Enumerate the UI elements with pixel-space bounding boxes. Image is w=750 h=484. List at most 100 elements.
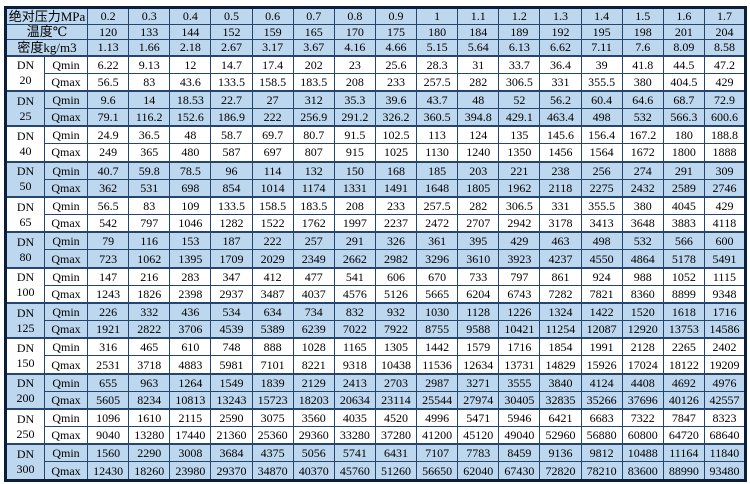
qmax-value-cell: 355.5 bbox=[580, 72, 623, 92]
qmax-value-cell: 52960 bbox=[539, 426, 582, 445]
qmin-row-label-cell: Qmin bbox=[44, 89, 88, 110]
qmin-value-cell: 78.5 bbox=[169, 160, 212, 180]
qmax-value-cell: 68640 bbox=[703, 426, 747, 445]
qmax-value-cell: 14829 bbox=[539, 355, 582, 375]
header-value-cell: 192 bbox=[539, 23, 582, 41]
qmax-value-cell: 10813 bbox=[169, 390, 212, 410]
qmax-value-cell: 20634 bbox=[333, 390, 376, 410]
qmin-value-cell: 202 bbox=[292, 54, 335, 74]
qmax-value-cell: 360.5 bbox=[415, 108, 459, 127]
qmax-value-cell: 331 bbox=[539, 72, 582, 92]
qmax-value-cell: 35266 bbox=[580, 390, 623, 410]
qmax-value-cell: 32835 bbox=[539, 390, 582, 410]
qmax-value-cell: 394.8 bbox=[457, 108, 500, 127]
qmin-value-cell: 4408 bbox=[621, 372, 664, 392]
qmax-value-cell: 8755 bbox=[415, 320, 459, 339]
qmin-value-cell: 832 bbox=[333, 301, 376, 322]
qmin-value-cell: 56.2 bbox=[539, 89, 582, 110]
qmin-value-cell: 4375 bbox=[251, 443, 294, 463]
header-value-cell: 8.09 bbox=[662, 39, 705, 57]
header-value-cell: 1.3 bbox=[539, 7, 582, 25]
qmin-value-cell: 2402 bbox=[703, 337, 747, 357]
qmin-value-cell: 291 bbox=[662, 160, 705, 180]
qmin-value-cell: 2115 bbox=[169, 408, 212, 428]
qmin-value-cell: 274 bbox=[621, 160, 664, 180]
dn-label-cell: DN 65 bbox=[5, 195, 45, 233]
qmin-value-cell: 7322 bbox=[621, 408, 664, 428]
qmax-value-cell: 257.5 bbox=[415, 72, 459, 92]
qmin-value-cell: 257.5 bbox=[415, 195, 459, 216]
qmax-value-cell: 2275 bbox=[580, 178, 623, 198]
dn-20-qmax-row: Qmax 56.5 83 43.6 133.5 158.5 183.5 208 233 257.5… bbox=[6, 72, 747, 92]
qmax-value-cell: 326.2 bbox=[374, 108, 418, 127]
qmin-value-cell: 1115 bbox=[703, 266, 747, 286]
qmin-value-cell: 28.3 bbox=[415, 54, 459, 74]
qmax-value-cell: 67430 bbox=[498, 461, 541, 481]
qmax-value-cell: 429.1 bbox=[498, 108, 541, 127]
qmin-value-cell: 91.5 bbox=[333, 125, 376, 145]
qmin-value-cell: 477 bbox=[292, 266, 335, 286]
qmax-value-cell: 3178 bbox=[539, 214, 582, 233]
qmin-value-cell: 168 bbox=[374, 160, 418, 180]
qmax-value-cell: 697 bbox=[251, 143, 294, 163]
qmin-value-cell: 1991 bbox=[580, 337, 623, 357]
qmin-value-cell: 113 bbox=[415, 125, 459, 145]
header-value-cell: 3.17 bbox=[251, 39, 294, 57]
qmax-row-label-cell: Qmax bbox=[44, 214, 88, 233]
qmin-value-cell: 185 bbox=[415, 160, 459, 180]
qmax-value-cell: 43.6 bbox=[169, 72, 212, 92]
qmax-value-cell: 1350 bbox=[498, 143, 541, 163]
qmin-row-label-cell: Qmin bbox=[44, 54, 88, 74]
qmin-value-cell: 1264 bbox=[169, 372, 212, 392]
dn-label-cell: DN 80 bbox=[5, 231, 45, 269]
qmin-value-cell: 4976 bbox=[703, 372, 747, 392]
qmax-value-cell: 5665 bbox=[415, 284, 459, 304]
qmin-value-cell: 282 bbox=[457, 195, 500, 216]
qmin-value-cell: 316 bbox=[86, 337, 130, 357]
dn-size-label: 100 bbox=[16, 285, 35, 300]
qmin-value-cell: 412 bbox=[251, 266, 294, 286]
dn-50-qmin-row: DN 50 Qmin 40.7 59.8 78.5 96 114 132 150 168 185 203… bbox=[5, 160, 747, 198]
dn-prefix-label: DN bbox=[16, 305, 35, 320]
qmax-value-cell: 463.4 bbox=[539, 108, 582, 127]
qmax-value-cell: 1522 bbox=[251, 214, 294, 233]
header-value-cell: 1.66 bbox=[128, 39, 171, 57]
header-value-cell: 1.6 bbox=[662, 7, 705, 25]
qmax-row-label-cell: Qmax bbox=[44, 143, 88, 163]
qmax-value-cell: 362 bbox=[86, 178, 130, 198]
qmax-value-cell: 30405 bbox=[498, 390, 541, 410]
qmin-row-label-cell: Qmin bbox=[44, 443, 88, 463]
header-value-cell: 5.15 bbox=[415, 39, 459, 57]
header-value-cell: 0.8 bbox=[333, 7, 376, 25]
qmax-value-cell: 17440 bbox=[169, 426, 212, 445]
qmax-value-cell: 365 bbox=[128, 143, 171, 163]
qmin-row-label-cell: Qmin bbox=[44, 125, 88, 145]
qmin-row-label-cell: Qmin bbox=[44, 301, 88, 322]
qmax-value-cell: 2398 bbox=[169, 284, 212, 304]
qmin-value-cell: 11840 bbox=[703, 443, 747, 463]
qmax-value-cell: 723 bbox=[86, 249, 130, 269]
qmin-value-cell: 44.5 bbox=[662, 54, 705, 74]
qmin-value-cell: 216 bbox=[128, 266, 171, 286]
qmax-row-label-cell: Qmax bbox=[44, 426, 88, 445]
qmax-value-cell: 1456 bbox=[539, 143, 582, 163]
qmax-value-cell: 2349 bbox=[292, 249, 335, 269]
qmin-value-cell: 1618 bbox=[662, 301, 705, 322]
qmin-value-cell: 2590 bbox=[210, 408, 253, 428]
qmax-row-label-cell: Qmax bbox=[44, 355, 88, 375]
qmax-value-cell: 6204 bbox=[457, 284, 500, 304]
dn-20-qmin-row: DN 20 Qmin 6.22 9.13 12 14.7 17.4 202 23 25.6 28.3 3… bbox=[5, 54, 747, 92]
qmax-value-cell: 27974 bbox=[457, 390, 500, 410]
qmin-value-cell: 56.5 bbox=[86, 195, 130, 216]
qmax-value-cell: 2942 bbox=[498, 214, 541, 233]
qmax-value-cell: 1962 bbox=[498, 178, 541, 198]
qmax-value-cell: 13243 bbox=[210, 390, 253, 410]
header-value-cell: 0.7 bbox=[292, 7, 335, 25]
dn-200-qmin-row: DN 200 Qmin 655 963 1264 1549 1839 2129 2413 2703 2… bbox=[5, 372, 747, 410]
qmin-value-cell: 167.2 bbox=[621, 125, 664, 145]
qmax-value-cell: 2746 bbox=[703, 178, 747, 198]
qmax-value-cell: 9348 bbox=[703, 284, 747, 304]
qmax-value-cell: 29370 bbox=[210, 461, 253, 481]
qmin-value-cell: 5471 bbox=[457, 408, 500, 428]
qmin-value-cell: 3560 bbox=[292, 408, 335, 428]
